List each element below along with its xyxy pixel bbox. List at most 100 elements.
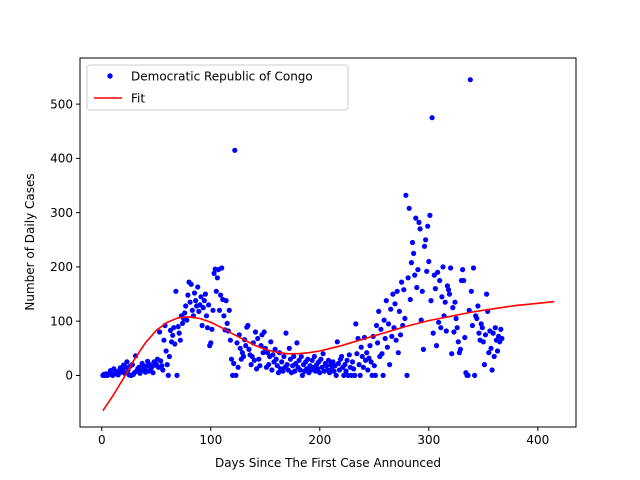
data-point: [408, 260, 414, 266]
x-tick-label: 200: [308, 433, 331, 447]
data-point: [379, 351, 385, 357]
data-point: [489, 367, 495, 373]
data-point: [177, 337, 183, 343]
data-point: [479, 325, 485, 331]
data-point: [249, 353, 255, 360]
legend-label-points: Democratic Republic of Congo: [131, 70, 313, 84]
data-point: [297, 367, 303, 373]
data-point: [474, 315, 480, 322]
data-point: [455, 339, 461, 345]
data-point: [390, 291, 396, 297]
data-point: [448, 265, 454, 271]
data-point: [166, 353, 172, 360]
data-point: [261, 329, 267, 335]
data-point: [173, 288, 179, 294]
data-point: [171, 325, 177, 331]
data-point: [172, 341, 178, 347]
data-point: [284, 362, 290, 368]
data-point: [260, 350, 266, 356]
data-point: [187, 299, 193, 305]
data-point: [199, 322, 205, 329]
data-point: [228, 356, 235, 362]
data-point: [311, 353, 317, 360]
data-point: [417, 226, 423, 232]
y-axis-ticks: 0 100 200 300 400 500: [50, 97, 80, 383]
data-point: [442, 299, 448, 305]
data-point: [281, 353, 287, 360]
data-point: [182, 310, 188, 316]
y-tick-label: 400: [50, 152, 73, 166]
data-point: [251, 357, 257, 363]
data-point: [325, 357, 332, 363]
data-point: [165, 372, 171, 378]
data-point: [392, 301, 398, 307]
data-point: [401, 287, 407, 293]
data-point: [291, 353, 297, 360]
data-point: [275, 370, 281, 376]
data-point: [351, 366, 357, 372]
data-point: [286, 345, 292, 351]
data-point: [358, 344, 364, 350]
data-point: [453, 315, 459, 322]
data-point: [163, 348, 169, 354]
data-point: [330, 359, 336, 365]
data-point: [403, 192, 409, 198]
data-point: [486, 350, 492, 356]
data-point: [211, 270, 217, 276]
data-point: [404, 372, 410, 378]
data-point: [176, 330, 182, 336]
legend-label-fit: Fit: [131, 92, 145, 106]
fit-line: [102, 300, 555, 412]
data-point: [344, 357, 350, 363]
scatter-points: [100, 77, 505, 378]
data-point: [397, 332, 404, 338]
data-point: [490, 330, 496, 336]
data-point: [296, 357, 302, 363]
legend-box: [86, 64, 349, 111]
data-point: [359, 353, 365, 360]
data-point: [175, 324, 181, 330]
data-point: [283, 330, 289, 336]
data-point: [264, 350, 271, 356]
data-point: [327, 370, 333, 376]
data-point: [436, 319, 442, 325]
data-point: [494, 348, 501, 354]
data-point: [224, 320, 230, 326]
data-point: [424, 268, 430, 274]
data-point: [198, 294, 204, 300]
data-point: [427, 212, 433, 218]
data-point: [335, 360, 341, 367]
data-point: [428, 298, 434, 304]
data-point: [274, 363, 280, 369]
data-point: [248, 362, 254, 368]
data-point: [218, 292, 224, 298]
data-point: [193, 298, 199, 304]
y-tick-label: 500: [50, 97, 73, 111]
data-point: [367, 343, 373, 349]
data-point: [191, 290, 198, 296]
data-point: [380, 372, 386, 378]
data-point: [381, 317, 387, 323]
data-point: [255, 335, 261, 342]
data-point: [157, 329, 163, 335]
data-point: [334, 339, 340, 345]
data-point: [452, 299, 458, 305]
data-point: [234, 340, 240, 346]
y-tick-label: 300: [50, 206, 73, 220]
data-point: [409, 239, 416, 246]
data-point: [298, 353, 304, 360]
data-point: [353, 321, 359, 327]
data-point: [451, 329, 457, 335]
data-point: [266, 362, 272, 368]
data-point: [309, 357, 315, 363]
data-point: [161, 337, 167, 343]
data-point: [414, 284, 420, 291]
data-point: [385, 321, 392, 327]
data-point: [346, 352, 352, 358]
data-point: [317, 370, 323, 376]
data-point: [383, 298, 389, 304]
data-point: [305, 356, 311, 362]
data-point: [492, 325, 498, 331]
data-point: [498, 326, 504, 332]
